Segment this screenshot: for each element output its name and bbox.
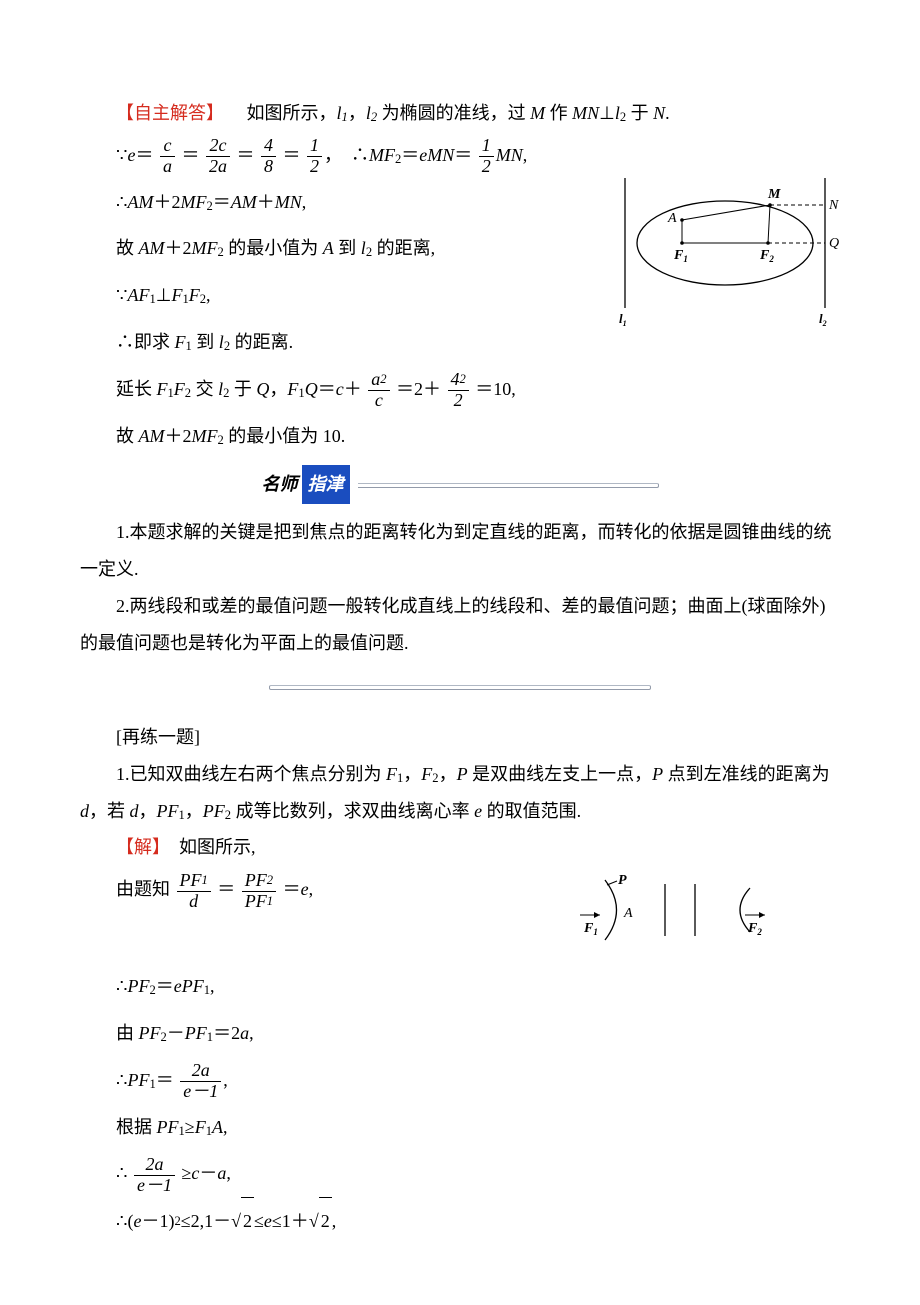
line-extend: 延长 F1F2 交 l2 于 Q，F1Q＝c＋ a2c ＝2＋ 422 ＝10, — [80, 366, 840, 413]
svg-text:M: M — [767, 187, 781, 202]
sol-eq4: ∴PF1＝ 2ae－1, — [80, 1057, 840, 1104]
line-perp: ∵AF1⊥F1F2, — [80, 272, 610, 319]
figure-ellipse: M N A F1 F2 Q l1 l2 — [610, 132, 840, 341]
line-min10: 故 AM＋2MF2 的最小值为 10. — [80, 413, 840, 460]
row-eq-fig1: ∵e＝ ca ＝ 2c2a ＝ 48 ＝ 12， ∴MF2＝eMN＝ 12MN,… — [80, 132, 840, 366]
svg-text:l2: l2 — [819, 311, 827, 328]
var-l2: l2 — [366, 103, 377, 123]
figure-hyperbola: P A F1 F2 — [570, 866, 840, 963]
svg-text:Q: Q — [829, 236, 839, 251]
label-self-solve: 【自主解答】 — [116, 103, 229, 123]
line-min-dist: 故 AM＋2MF2 的最小值为 A 到 l2 的距离, — [80, 225, 610, 272]
divider-rule — [80, 666, 840, 703]
svg-text:N: N — [828, 198, 839, 213]
svg-text:F2: F2 — [747, 921, 762, 937]
svg-text:l1: l1 — [619, 311, 627, 328]
sol-eq2: ∴PF2＝ePF1, — [80, 963, 840, 1010]
sol-eq6: ∴ 2ae－1 ≥c－a, — [80, 1150, 840, 1197]
sol-eq7: ∴(e－1)2≤2,1－√2≤e≤1＋√2, — [80, 1197, 840, 1245]
svg-text:F1: F1 — [583, 921, 598, 937]
note-2: 2.两线段和或差的最值问题一般转化成直线上的线段和、差的最值问题；曲面上(球面除… — [80, 588, 840, 662]
sol-eq1: 由题知 PF1d ＝ PF2PF1 ＝e, — [80, 866, 570, 913]
banner-text-left: 名师 — [262, 474, 298, 494]
var-N: N — [653, 103, 665, 123]
banner-text-box: 指津 — [302, 465, 350, 504]
equation-e: ∵e＝ ca ＝ 2c2a ＝ 48 ＝ 12， ∴MF2＝eMN＝ 12MN, — [80, 132, 610, 179]
paragraph: 【自主解答】 如图所示，l1，l2 为椭圆的准线，过 M 作 MN⊥l2 于 N… — [80, 95, 840, 132]
svg-text:A: A — [667, 211, 677, 226]
banner-rule — [358, 483, 659, 488]
line-seek: ∴即求 F1 到 l2 的距离. — [80, 319, 610, 366]
retry-heading: [再练一题] — [80, 719, 840, 756]
sol-eq3: 由 PF2－PF1＝2a, — [80, 1010, 840, 1057]
banner-teacher-tip: 名师指津 — [80, 465, 840, 504]
var-M: M — [530, 103, 545, 123]
svg-text:F2: F2 — [759, 248, 774, 264]
equation-am: ∴AM＋2MF2＝AM＋MN, — [80, 179, 610, 226]
row-sol-fig2: 由题知 PF1d ＝ PF2PF1 ＝e, P A F1 — [80, 866, 840, 963]
sol-eq5: 根据 PF1≥F1A, — [80, 1104, 840, 1151]
problem-1: 1.已知双曲线左右两个焦点分别为 F1，F2，P 是双曲线左支上一点，P 点到左… — [80, 756, 840, 830]
var-l1: l1 — [337, 103, 348, 123]
text: 如图所示， — [247, 103, 337, 123]
solution-label: 【解】 如图所示, — [80, 829, 840, 866]
svg-text:F1: F1 — [673, 248, 688, 264]
svg-text:P: P — [618, 873, 627, 888]
text: 为椭圆的准线，过 — [382, 103, 531, 123]
svg-text:A: A — [623, 906, 633, 921]
var-MN: MN — [572, 103, 599, 123]
note-1: 1.本题求解的关键是把到焦点的距离转化为到定直线的距离，而转化的依据是圆锥曲线的… — [80, 514, 840, 588]
